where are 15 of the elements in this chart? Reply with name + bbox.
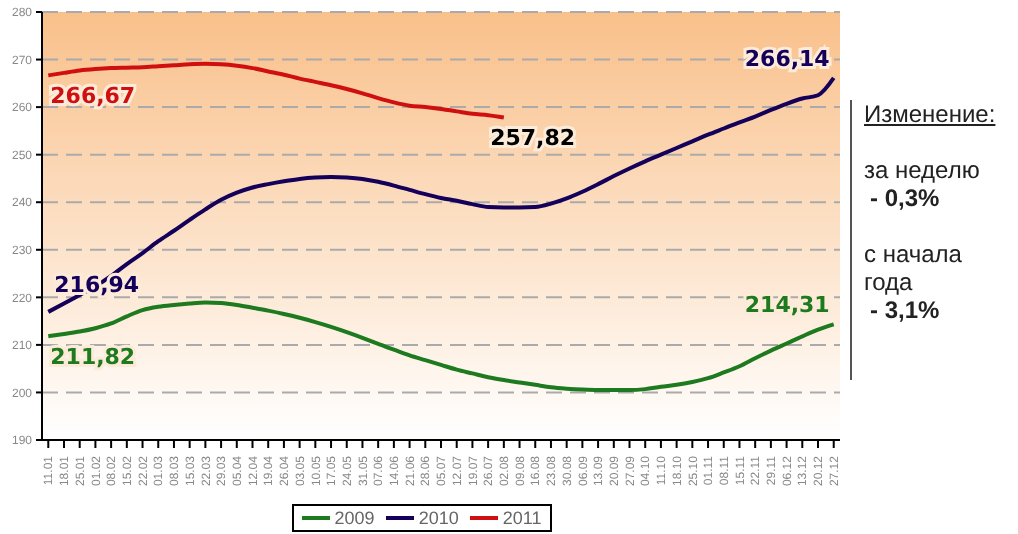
legend-label: 2011 — [500, 508, 542, 528]
annotation: 257,82 — [490, 125, 576, 152]
line-series — [46, 75, 836, 314]
line-series — [46, 61, 506, 120]
annotation: 211,82 — [50, 344, 136, 371]
text: - 3,1% — [868, 296, 942, 324]
text: - 0,3% — [868, 184, 942, 212]
text: за неделю — [864, 156, 982, 184]
annotation: 214,31 — [744, 292, 830, 319]
legend-label: 2009 — [332, 508, 375, 528]
text: Изменение: — [864, 100, 998, 128]
text: с начала года — [864, 240, 964, 296]
annotation: 266,67 — [50, 83, 136, 110]
annotation: 266,14 — [744, 45, 831, 72]
legend-label: 2010 — [416, 508, 459, 528]
